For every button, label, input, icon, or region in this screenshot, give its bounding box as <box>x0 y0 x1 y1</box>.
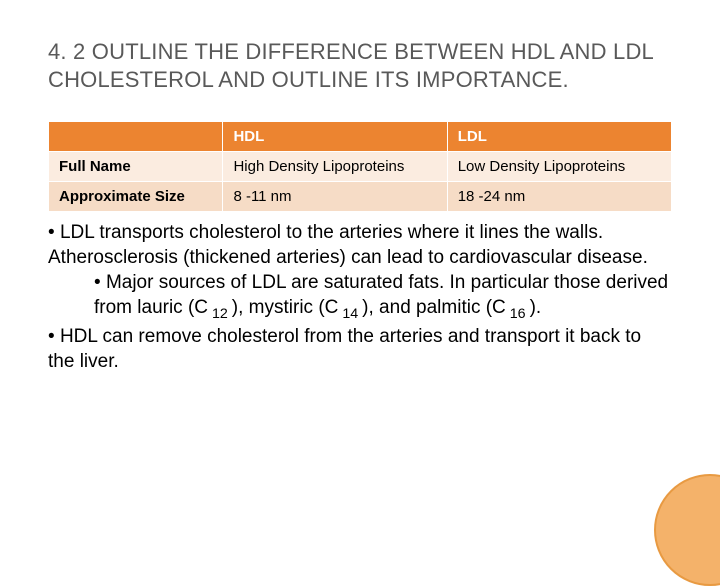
slide-title: 4. 2 OUTLINE THE DIFFERENCE BETWEEN HDL … <box>48 38 672 93</box>
bullet-item: • LDL transports cholesterol to the arte… <box>48 220 672 270</box>
bullet-item: • Major sources of LDL are saturated fat… <box>48 270 672 324</box>
table-header-ldl: LDL <box>447 122 671 152</box>
bullet-text: Major sources of LDL are saturated fats.… <box>94 272 668 318</box>
table-header-blank <box>49 122 223 152</box>
table-row: Full Name High Density Lipoproteins Low … <box>49 152 672 182</box>
cell-ldl: Low Density Lipoproteins <box>447 152 671 182</box>
table-header-hdl: HDL <box>223 122 447 152</box>
cell-hdl: 8 -11 nm <box>223 182 447 212</box>
table-header-row: HDL LDL <box>49 122 672 152</box>
cell-hdl: High Density Lipoproteins <box>223 152 447 182</box>
bullet-text: HDL can remove cholesterol from the arte… <box>48 326 641 372</box>
comparison-table: HDL LDL Full Name High Density Lipoprote… <box>48 121 672 212</box>
table-row: Approximate Size 8 -11 nm 18 -24 nm <box>49 182 672 212</box>
bullet-list: • LDL transports cholesterol to the arte… <box>48 220 672 374</box>
bullet-text: LDL transports cholesterol to the arteri… <box>48 222 648 268</box>
cell-ldl: 18 -24 nm <box>447 182 671 212</box>
corner-circle-icon <box>654 474 720 586</box>
row-label: Full Name <box>49 152 223 182</box>
bullet-item: • HDL can remove cholesterol from the ar… <box>48 324 672 374</box>
row-label: Approximate Size <box>49 182 223 212</box>
